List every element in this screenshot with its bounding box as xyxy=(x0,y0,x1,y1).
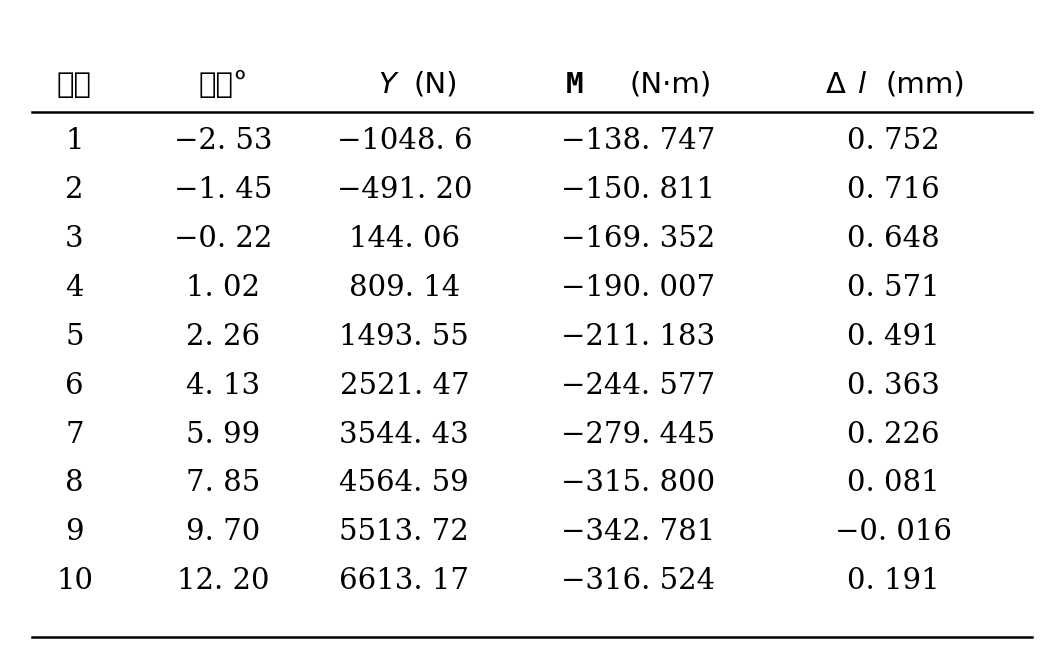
Text: 3: 3 xyxy=(65,225,84,253)
Text: 4: 4 xyxy=(65,274,84,302)
Text: 12. 20: 12. 20 xyxy=(178,567,269,595)
Text: 9: 9 xyxy=(65,518,84,546)
Text: 0. 752: 0. 752 xyxy=(847,127,941,155)
Text: −316. 524: −316. 524 xyxy=(562,567,715,595)
Text: 0. 648: 0. 648 xyxy=(847,225,941,253)
Text: −491. 20: −491. 20 xyxy=(336,176,472,204)
Text: 4564. 59: 4564. 59 xyxy=(339,470,469,497)
Text: (N): (N) xyxy=(414,71,459,99)
Text: −138. 747: −138. 747 xyxy=(561,127,716,155)
Text: 0. 571: 0. 571 xyxy=(847,274,941,302)
Text: −244. 577: −244. 577 xyxy=(562,372,715,400)
Text: 0. 363: 0. 363 xyxy=(847,372,941,400)
Text: −211. 183: −211. 183 xyxy=(562,323,715,351)
Text: −1. 45: −1. 45 xyxy=(174,176,272,204)
Text: 3544. 43: 3544. 43 xyxy=(339,421,469,448)
Text: −150. 811: −150. 811 xyxy=(562,176,715,204)
Text: (mm): (mm) xyxy=(886,71,965,99)
Text: 7: 7 xyxy=(65,421,84,448)
Text: 1493. 55: 1493. 55 xyxy=(339,323,469,351)
Text: 阶梯: 阶梯 xyxy=(57,71,92,99)
Text: 0. 491: 0. 491 xyxy=(847,323,941,351)
Text: Δ: Δ xyxy=(826,71,845,99)
Text: 2: 2 xyxy=(65,176,84,204)
Text: 1: 1 xyxy=(65,127,84,155)
Text: −169. 352: −169. 352 xyxy=(562,225,715,253)
Text: 10: 10 xyxy=(56,567,93,595)
Text: −315. 800: −315. 800 xyxy=(562,470,715,497)
Text: 2521. 47: 2521. 47 xyxy=(339,372,469,400)
Text: 7. 85: 7. 85 xyxy=(186,470,261,497)
Text: 6613. 17: 6613. 17 xyxy=(339,567,469,595)
Text: 0. 716: 0. 716 xyxy=(847,176,941,204)
Text: −190. 007: −190. 007 xyxy=(562,274,715,302)
Text: 809. 14: 809. 14 xyxy=(349,274,460,302)
Text: 144. 06: 144. 06 xyxy=(349,225,460,253)
Text: −342. 781: −342. 781 xyxy=(562,518,715,546)
Text: 9. 70: 9. 70 xyxy=(186,518,261,546)
Text: 5513. 72: 5513. 72 xyxy=(339,518,469,546)
Text: −2. 53: −2. 53 xyxy=(174,127,272,155)
Text: 5. 99: 5. 99 xyxy=(186,421,261,448)
Text: 6: 6 xyxy=(65,372,84,400)
Text: 5: 5 xyxy=(65,323,84,351)
Text: 0. 191: 0. 191 xyxy=(847,567,941,595)
Text: $Y$: $Y$ xyxy=(378,71,399,99)
Text: 0. 081: 0. 081 xyxy=(847,470,941,497)
Text: $l$: $l$ xyxy=(857,71,867,99)
Text: 迎角°: 迎角° xyxy=(199,70,248,99)
Text: −0. 016: −0. 016 xyxy=(835,518,952,546)
Text: 4. 13: 4. 13 xyxy=(186,372,261,400)
Text: (N·m): (N·m) xyxy=(629,71,712,99)
Text: 0. 226: 0. 226 xyxy=(847,421,941,448)
Text: 8: 8 xyxy=(65,470,84,497)
Text: −1048. 6: −1048. 6 xyxy=(336,127,472,155)
Text: −279. 445: −279. 445 xyxy=(562,421,715,448)
Text: −0. 22: −0. 22 xyxy=(174,225,272,253)
Text: 2. 26: 2. 26 xyxy=(186,323,261,351)
Text: 1. 02: 1. 02 xyxy=(186,274,261,302)
Text: M: M xyxy=(566,71,583,99)
